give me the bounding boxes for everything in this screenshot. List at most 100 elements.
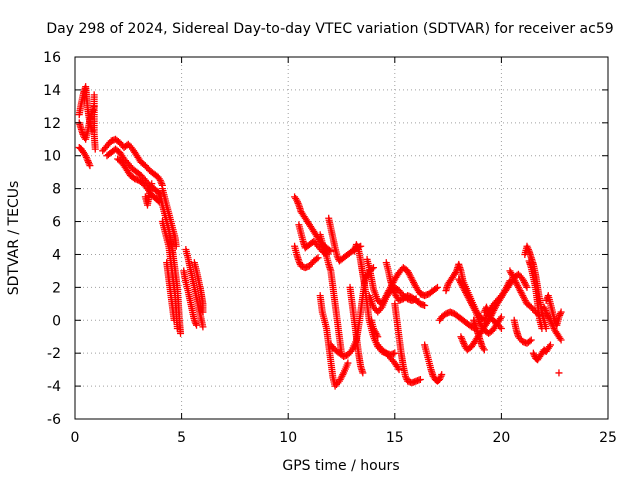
data-point	[471, 306, 479, 314]
y-tick-label: -6	[47, 412, 61, 428]
data-point	[377, 305, 385, 313]
data-point	[524, 246, 532, 254]
data-point	[293, 198, 301, 206]
y-tick-label: 0	[52, 313, 61, 329]
data-point	[541, 305, 549, 313]
data-point	[557, 308, 565, 316]
data-point	[523, 242, 531, 250]
y-tick-label: 8	[52, 182, 61, 198]
data-point	[540, 303, 548, 311]
data-point	[545, 343, 553, 351]
data-point	[436, 376, 444, 384]
data-point	[391, 349, 399, 357]
data-point	[374, 333, 382, 341]
x-tick-label: 5	[177, 430, 186, 446]
data-point	[158, 180, 166, 188]
data-point	[154, 188, 162, 196]
data-point	[497, 313, 505, 321]
x-tick-label: 10	[279, 430, 297, 446]
data-point	[199, 323, 207, 331]
data-point	[541, 306, 549, 314]
data-point	[177, 329, 185, 337]
data-point	[527, 336, 535, 344]
chart-title: Day 298 of 2024, Sidereal Day-to-day VTE…	[46, 21, 613, 37]
data-point	[505, 278, 513, 286]
data-point	[353, 242, 361, 250]
data-point	[459, 338, 467, 346]
data-point	[432, 284, 440, 292]
data-point	[192, 320, 200, 328]
data-point	[542, 308, 550, 316]
y-tick-label: -4	[47, 379, 61, 395]
data-point	[556, 334, 564, 342]
y-axis-label: SDTVAR / TECUs	[6, 181, 22, 296]
data-point	[522, 282, 530, 290]
data-point	[314, 254, 322, 262]
data-point	[193, 321, 201, 329]
data-point	[293, 196, 301, 204]
data-point	[352, 241, 360, 249]
data-point	[457, 333, 465, 341]
data-point	[437, 372, 445, 380]
data-point	[497, 325, 505, 332]
data-point	[155, 190, 163, 198]
data-point	[402, 374, 410, 382]
data-point	[172, 242, 180, 250]
data-point	[458, 336, 466, 344]
data-point	[529, 349, 537, 357]
x-tick-label: 25	[599, 430, 617, 446]
data-points	[75, 83, 565, 390]
data-point	[84, 157, 92, 165]
data-point	[555, 369, 563, 377]
y-tick-label: 2	[52, 280, 61, 296]
data-point	[82, 153, 90, 161]
data-point	[173, 325, 181, 332]
y-tick-label: 16	[43, 50, 61, 66]
x-tick-label: 20	[492, 430, 510, 446]
data-point	[460, 339, 468, 347]
data-point	[526, 337, 534, 345]
data-point	[438, 371, 446, 379]
data-point	[91, 145, 99, 153]
y-tick-label: 6	[52, 215, 61, 231]
data-point	[347, 348, 355, 356]
data-point	[333, 252, 341, 260]
data-point	[479, 344, 487, 352]
data-point	[359, 369, 367, 377]
data-point	[458, 334, 466, 342]
data-point	[543, 310, 551, 318]
data-point	[416, 376, 424, 384]
data-point	[496, 315, 504, 323]
x-axis-label: GPS time / hours	[282, 458, 399, 474]
data-point	[373, 331, 381, 339]
y-tick-label: 12	[43, 116, 61, 132]
data-point	[354, 244, 362, 252]
data-point	[294, 199, 302, 207]
data-point	[546, 341, 554, 349]
data-point	[523, 283, 531, 291]
data-point	[524, 244, 532, 252]
data-point	[82, 152, 90, 160]
data-point	[327, 247, 335, 255]
data-point	[296, 259, 304, 267]
data-point	[85, 158, 93, 166]
data-point	[86, 162, 94, 170]
data-point	[433, 283, 441, 291]
data-point	[557, 336, 565, 344]
data-point	[157, 178, 165, 186]
data-point	[421, 301, 429, 309]
y-tick-label: -2	[47, 346, 61, 362]
data-point	[339, 371, 347, 379]
data-point	[436, 374, 444, 382]
data-point	[313, 255, 321, 263]
data-point	[156, 176, 164, 184]
data-point	[538, 325, 546, 332]
data-point	[496, 323, 504, 331]
data-point	[344, 359, 352, 367]
data-point	[556, 311, 564, 319]
data-point	[199, 308, 207, 316]
data-point	[556, 310, 564, 318]
data-point	[555, 313, 563, 321]
data-point	[170, 316, 178, 324]
